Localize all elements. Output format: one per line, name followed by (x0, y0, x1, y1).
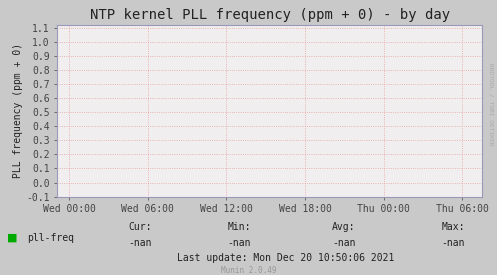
Text: Last update: Mon Dec 20 10:50:06 2021: Last update: Mon Dec 20 10:50:06 2021 (177, 253, 395, 263)
Text: Munin 2.0.49: Munin 2.0.49 (221, 266, 276, 274)
Text: -nan: -nan (441, 238, 465, 248)
Text: pll-freq: pll-freq (27, 233, 75, 243)
Text: Min:: Min: (228, 222, 251, 232)
Text: ■: ■ (7, 233, 18, 243)
Text: -nan: -nan (228, 238, 251, 248)
Title: NTP kernel PLL frequency (ppm + 0) - by day: NTP kernel PLL frequency (ppm + 0) - by … (89, 8, 450, 22)
Text: Max:: Max: (441, 222, 465, 232)
Text: -nan: -nan (128, 238, 152, 248)
Text: Cur:: Cur: (128, 222, 152, 232)
Text: -nan: -nan (332, 238, 355, 248)
Y-axis label: PLL frequency (ppm + 0): PLL frequency (ppm + 0) (13, 43, 23, 178)
Text: RRDTOOL / TOBI OETIKER: RRDTOOL / TOBI OETIKER (489, 63, 494, 146)
Text: Avg:: Avg: (332, 222, 355, 232)
